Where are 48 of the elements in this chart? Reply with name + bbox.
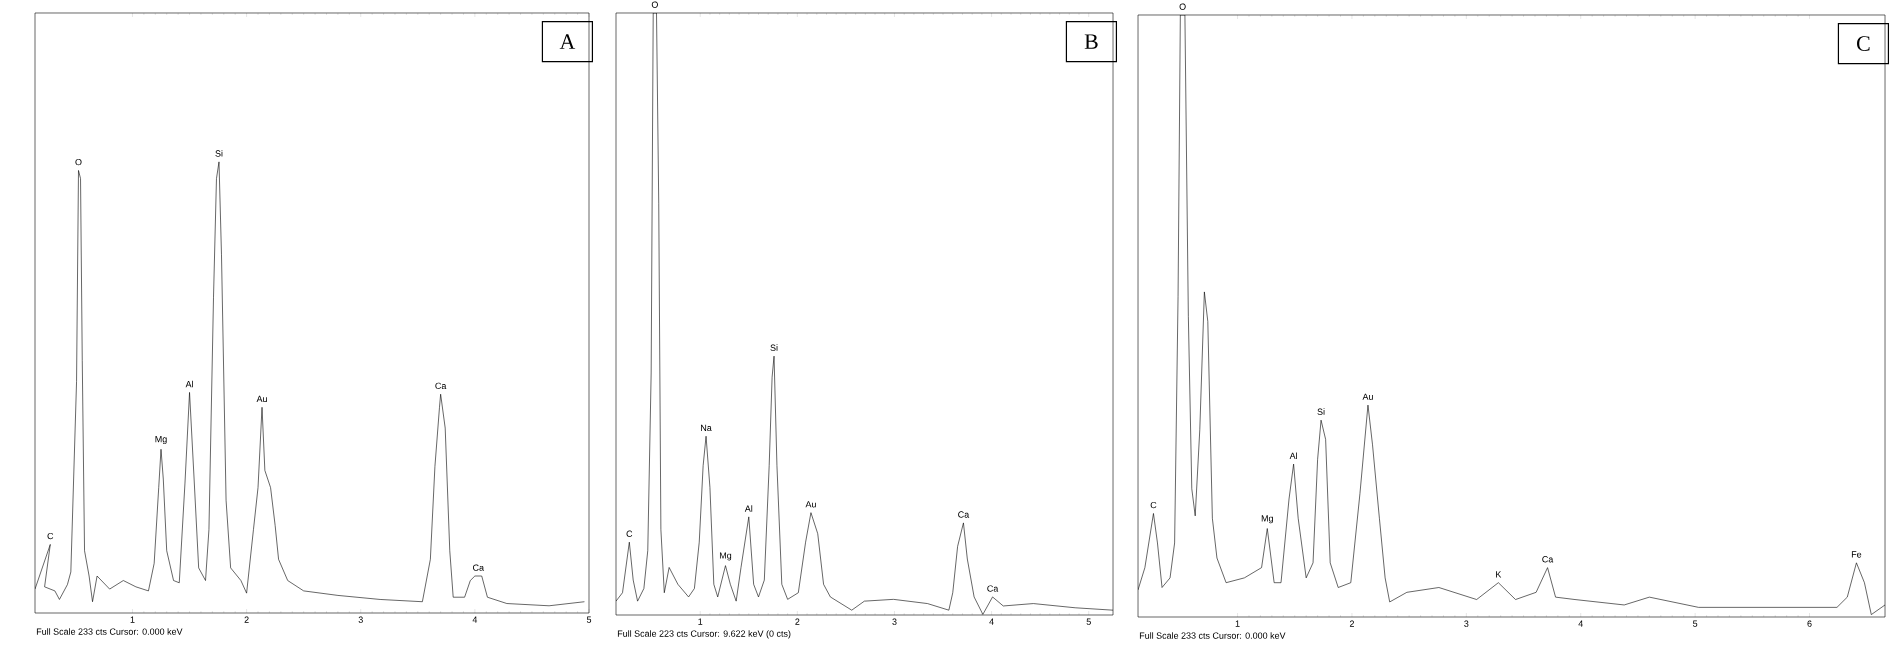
x-tick-label: 1 (130, 616, 135, 623)
annotation: O (651, 1, 658, 8)
annotation: C (47, 532, 54, 540)
annotation: C (1150, 501, 1157, 509)
x-tick-label: 4 (472, 616, 478, 623)
annotation: Au (805, 501, 816, 508)
text: Full Scale 233 cts Cursor: 0.000 keV (36, 628, 183, 635)
annotation: Mg (155, 436, 167, 445)
x-tick-label: 3 (892, 618, 897, 625)
x-tick-label: 2 (244, 616, 249, 623)
annotation: Mg (719, 552, 732, 561)
annotation: Ca (435, 382, 447, 390)
text: C (1857, 36, 1870, 51)
annotation: C (626, 530, 633, 537)
x-tick-label: 4 (989, 618, 994, 625)
x-tick-label: 4 (1578, 620, 1583, 627)
x-tick-label: 2 (795, 618, 800, 625)
x-tick-label: 6 (1807, 620, 1812, 627)
annotation: Au (256, 395, 267, 403)
annotation: Ca (473, 564, 485, 571)
x-tick-label: 3 (358, 616, 363, 623)
annotation: Si (1317, 408, 1325, 415)
annotation: O (75, 158, 82, 166)
chart-title: A (559, 34, 576, 49)
annotation: K (1496, 571, 1502, 578)
x-tick-label: 5 (586, 616, 592, 623)
annotation: Mg (1261, 515, 1273, 524)
text: Full Scale 223 cts Cursor: 9.622 keV (0 cts) (617, 630, 791, 639)
annotation: Al (1289, 452, 1297, 459)
annotation: Ca (987, 585, 999, 592)
annotation: Si (770, 344, 778, 351)
x-tick-label: 2 (1349, 620, 1354, 627)
annotation: Au (1362, 393, 1373, 400)
x-tick-label: 1 (1235, 620, 1240, 627)
annotation: O (1179, 3, 1186, 10)
text: B (1084, 34, 1098, 49)
x-tick-label: 5 (1692, 620, 1698, 627)
annotation: Fe (1851, 551, 1862, 558)
text: Full Scale 233 cts Cursor: 0.000 keV (1139, 632, 1286, 639)
annotation: Si (215, 150, 223, 157)
annotation: Ca (958, 511, 970, 518)
x-tick-label: 1 (698, 618, 703, 625)
x-tick-label: 3 (1464, 620, 1469, 627)
x-tick-label: 5 (1086, 618, 1091, 625)
annotation: Al (744, 505, 753, 512)
annotation: Na (701, 424, 712, 432)
annotation: Ca (1542, 556, 1554, 563)
annotation: Al (185, 380, 193, 388)
